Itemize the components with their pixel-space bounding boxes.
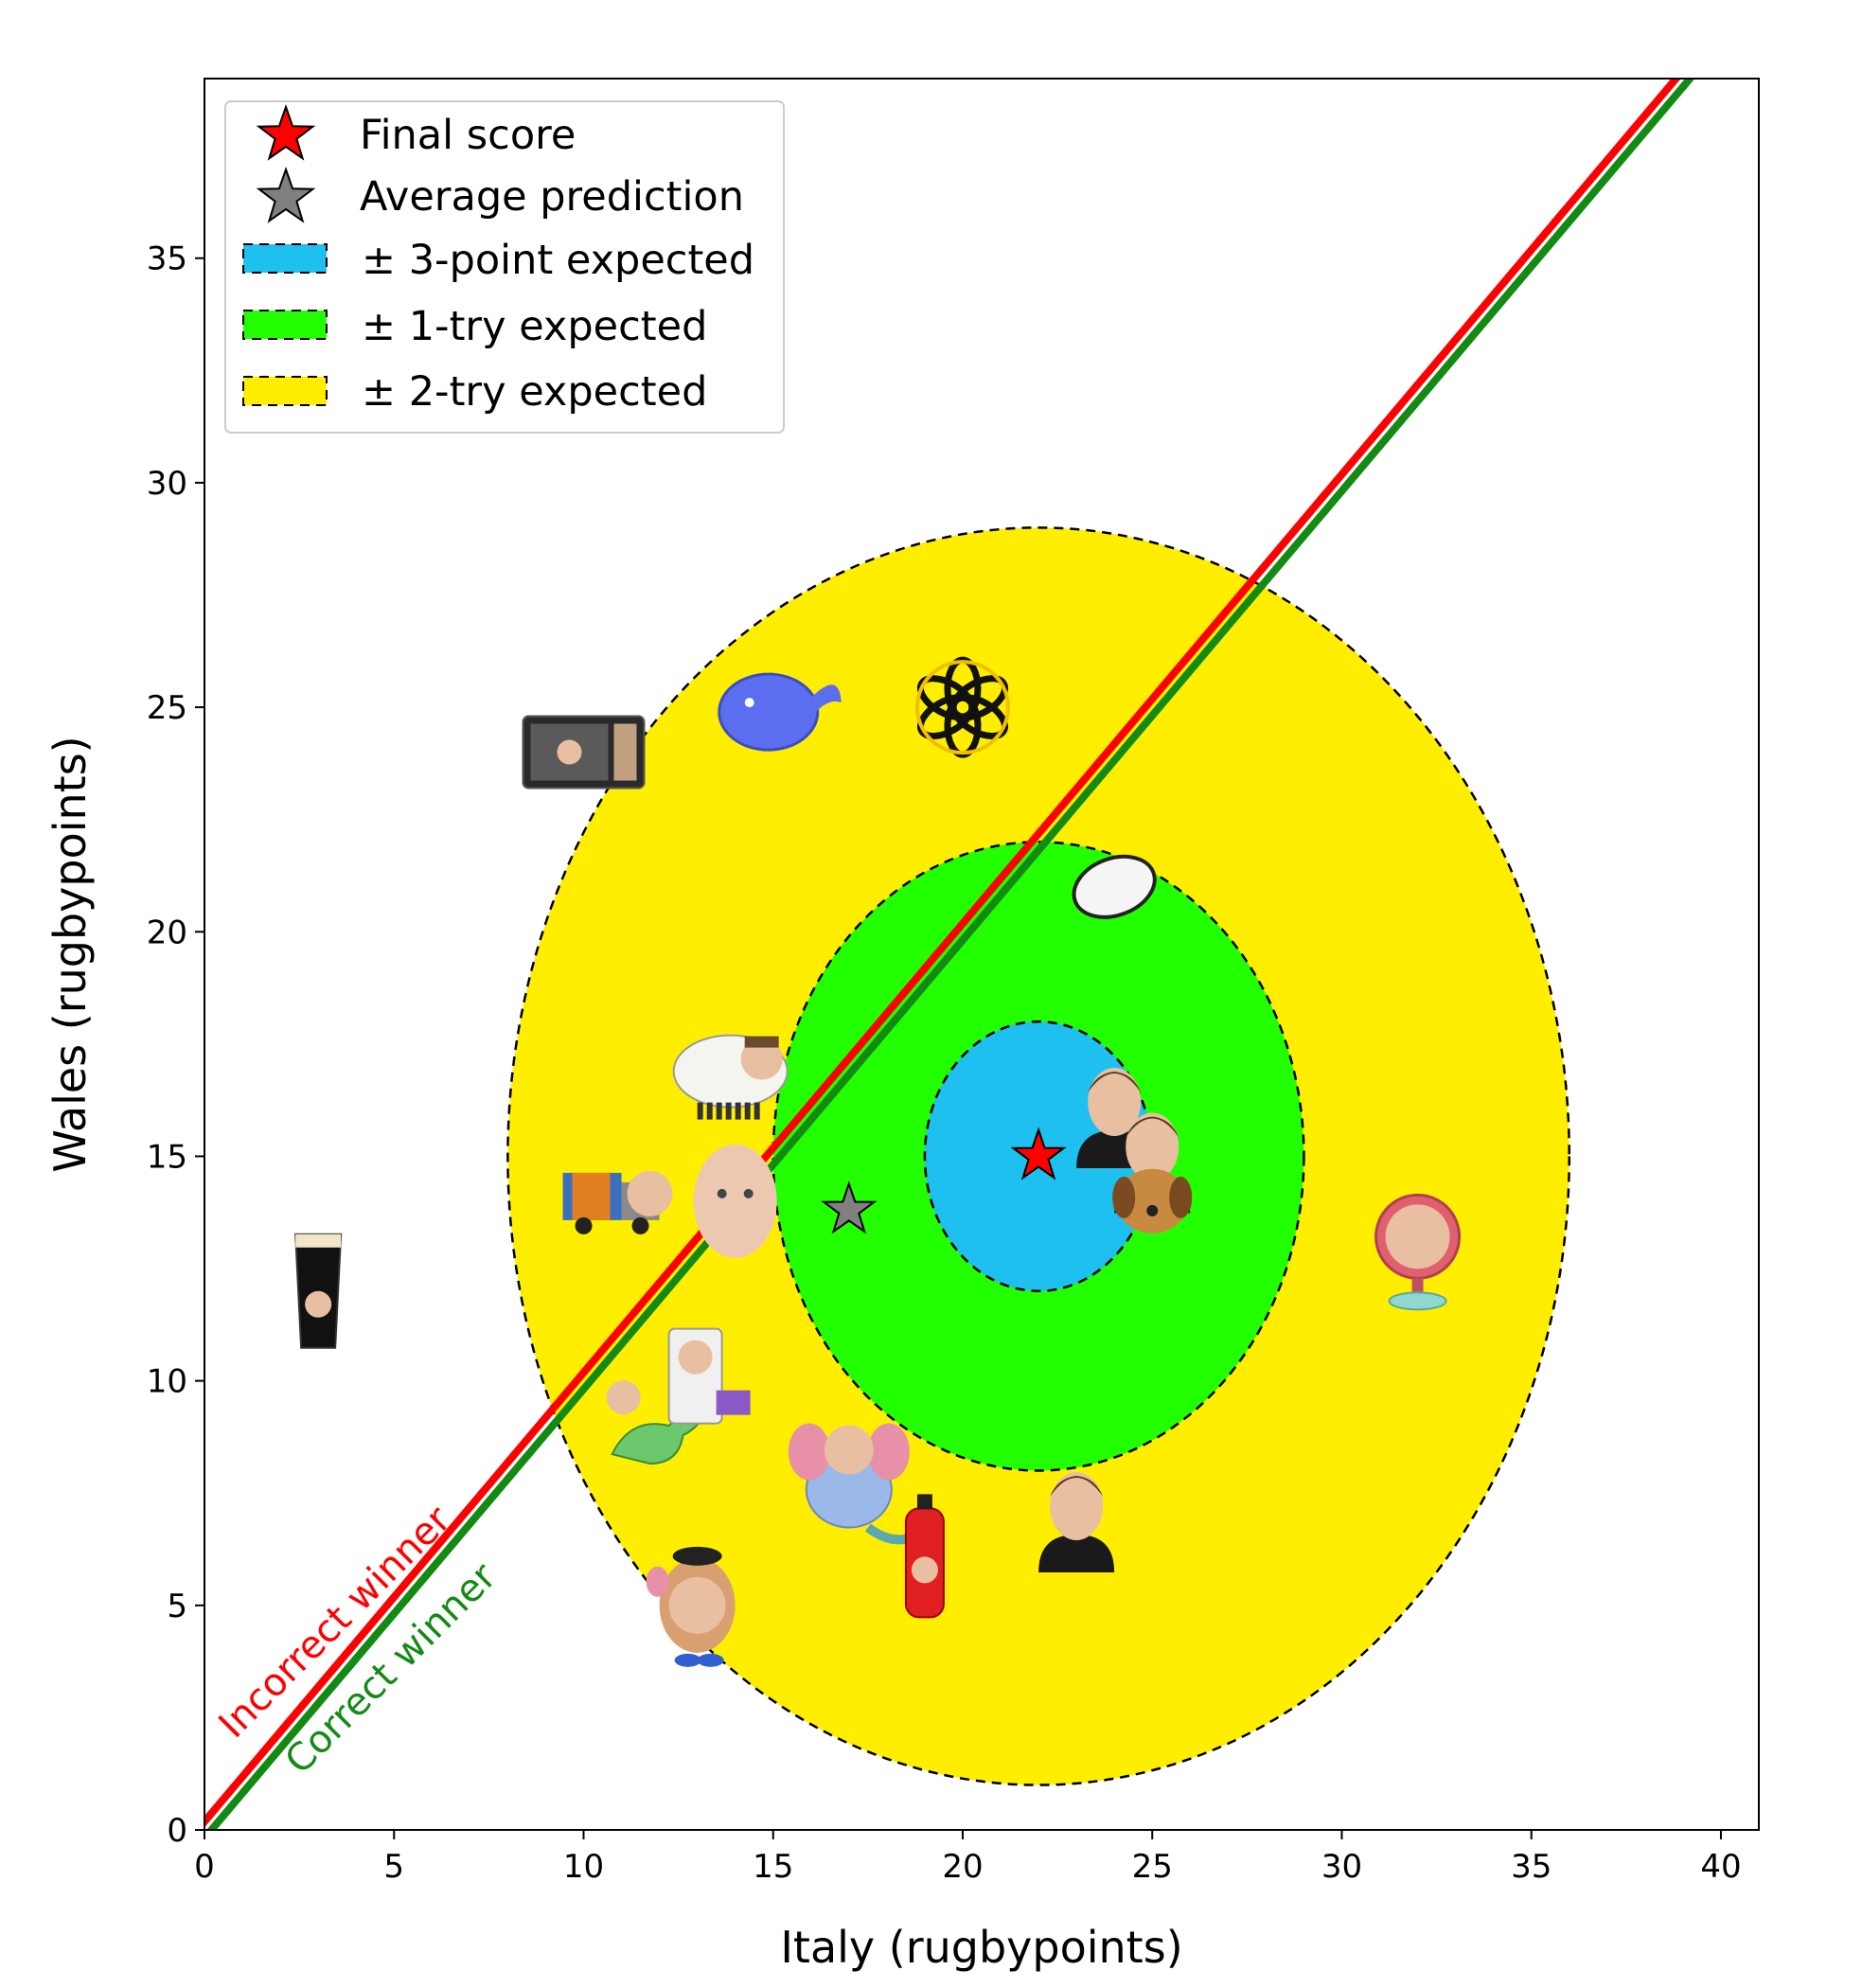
x-tick-label: 10 [563,1848,604,1886]
y-axis-label: Wales (rugbypoints) [44,736,96,1172]
legend-3-point-label: ± 3-point expected [362,237,754,284]
average-prediction-star [821,1180,878,1234]
elephant-icon [788,1423,938,1545]
legend-2-try-label: ± 2-try expected [362,368,707,416]
x-axis-label: Italy (rugbypoints) [780,1922,1182,1973]
y-tick-label: 5 [167,1588,187,1625]
pint-glass-icon [294,1233,343,1349]
dog-icon [1112,1168,1193,1234]
legend-final-score-label: Final score [360,112,576,159]
rugby-ball-icon [1072,854,1157,919]
openai-logo-icon [914,656,1010,758]
x-axis-ticks: 0 5 10 15 20 25 30 35 40 [194,1830,1742,1886]
y-tick-label: 15 [147,1138,187,1176]
person-icon [1038,1471,1115,1572]
x-tick-label: 25 [1132,1848,1173,1886]
computer-tower-icon [667,1327,751,1425]
legend-1-try-patch [242,310,328,340]
x-tick-label: 0 [194,1848,215,1886]
x-tick-label: 5 [383,1848,404,1886]
y-tick-label: 30 [147,465,187,503]
legend-average-prediction-label: Average prediction [360,173,744,221]
x-tick-label: 40 [1700,1848,1741,1886]
fire-extinguisher-icon [904,1494,945,1619]
y-tick-label: 20 [147,914,187,951]
legend: Final score Average prediction ± 3-point… [224,100,785,434]
x-tick-label: 15 [753,1848,793,1886]
legend-3-point-patch [242,243,328,274]
legend-1-try-label: ± 1-try expected [362,303,707,350]
correct-winner-line [206,79,1695,1830]
prediction-icons [294,656,1462,1667]
plot-frame [204,78,1760,1831]
legend-average-prediction-star-icon [256,166,316,223]
y-tick-label: 10 [147,1363,187,1401]
y-axis-ticks: 0 5 10 15 20 25 30 35 [147,240,204,1850]
mirror-icon [1374,1193,1462,1311]
score-markers [821,1127,1067,1234]
truck-icon [562,1170,673,1234]
potato-head-icon [646,1546,736,1667]
legend-box [224,100,785,434]
sheep-icon [672,1034,789,1120]
final-score-star [1010,1127,1067,1180]
whale-icon [718,672,842,752]
y-tick-label: 35 [147,240,187,278]
x-tick-label: 20 [942,1848,983,1886]
winner-lines [204,79,1695,1830]
y-tick-label: 25 [147,689,187,727]
x-tick-label: 30 [1321,1848,1362,1886]
x-tick-label: 35 [1511,1848,1552,1886]
legend-2-try-patch [242,376,328,406]
incorrect-winner-line [204,79,1681,1828]
y-tick-label: 0 [167,1812,187,1850]
legend-final-score-star-icon [256,103,316,161]
microwave-icon [522,715,646,790]
baby-face-icon [693,1144,777,1258]
